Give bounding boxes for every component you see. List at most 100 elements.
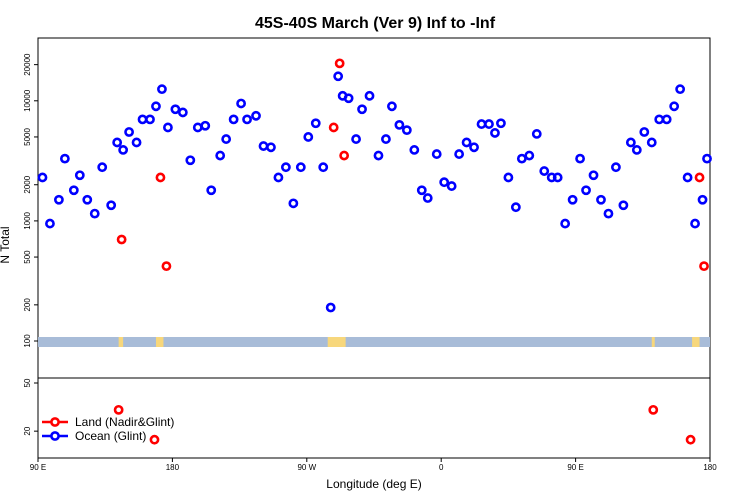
y-tick-label: 20000 [23, 53, 32, 76]
chart-title: 45S-40S March (Ver 9) Inf to -Inf [255, 15, 496, 32]
point-2-18 [163, 122, 173, 133]
legend-marker-1 [50, 431, 60, 441]
point-1-1 [149, 434, 160, 445]
point-2-24 [206, 185, 217, 196]
point-2-19 [170, 104, 181, 115]
point-2-59 [461, 137, 472, 148]
point-2-34 [280, 162, 291, 173]
point-2-79 [603, 208, 614, 219]
point-2-73 [560, 218, 571, 229]
point-2-27 [228, 114, 239, 125]
point-2-40 [325, 302, 336, 313]
land-band-segment-3 [651, 337, 655, 347]
point-2-49 [387, 101, 397, 112]
y-tick-label: 1000 [23, 211, 32, 229]
point-2-20 [177, 107, 188, 118]
point-2-88 [669, 101, 680, 112]
lower-panel-frame [37, 377, 711, 459]
point-2-3 [59, 153, 70, 164]
point-2-92 [697, 194, 708, 205]
x-tick-label: 90 W [297, 463, 316, 472]
point-2-90 [682, 172, 693, 183]
point-2-77 [588, 170, 599, 181]
point-2-83 [631, 145, 642, 155]
point-2-30 [251, 110, 261, 121]
point-2-55 [431, 149, 442, 159]
y-tick-label: 100 [23, 334, 32, 348]
legend-label-0: Land (Nadir&Glint) [75, 415, 174, 429]
point-2-9 [106, 200, 117, 211]
point-2-1 [45, 218, 55, 229]
point-0-5 [339, 150, 350, 161]
point-2-52 [409, 145, 420, 155]
point-2-46 [364, 90, 375, 101]
x-tick-label: 90 E [567, 463, 583, 472]
point-2-66 [510, 202, 521, 213]
point-2-12 [124, 127, 134, 137]
point-0-1 [155, 172, 166, 183]
point-2-62 [484, 119, 494, 129]
point-2-72 [552, 172, 563, 183]
point-2-91 [690, 218, 700, 229]
point-2-39 [318, 162, 329, 173]
point-2-93 [702, 153, 712, 164]
point-2-26 [221, 134, 232, 144]
point-2-15 [145, 114, 155, 125]
x-tick-label: 0 [439, 463, 444, 472]
point-2-7 [89, 208, 100, 219]
point-2-67 [516, 153, 527, 164]
point-2-70 [539, 166, 550, 176]
point-2-16 [151, 101, 161, 112]
point-2-81 [618, 200, 629, 211]
point-2-76 [581, 185, 591, 196]
x-tick-label: 180 [703, 463, 717, 472]
point-2-53 [416, 185, 427, 196]
x-tick-label: 180 [166, 463, 180, 472]
point-2-60 [469, 142, 479, 153]
y-tick-label: 50 [23, 378, 32, 387]
point-2-80 [611, 162, 621, 173]
land-band-segment-1 [155, 337, 164, 347]
land-band-segment-4 [692, 337, 700, 347]
point-2-51 [401, 125, 412, 136]
point-2-48 [381, 134, 391, 144]
legend-marker-0 [50, 417, 60, 427]
point-2-68 [524, 150, 535, 161]
y-tick-label: 10000 [23, 89, 32, 112]
point-2-58 [454, 149, 465, 159]
point-0-2 [161, 261, 172, 272]
point-2-10 [112, 137, 123, 148]
point-2-65 [503, 172, 514, 183]
point-2-37 [303, 132, 314, 142]
point-2-82 [625, 137, 636, 148]
point-2-21 [185, 155, 196, 166]
point-2-38 [310, 118, 321, 129]
point-2-2 [54, 194, 64, 205]
point-2-33 [273, 172, 284, 183]
point-2-13 [131, 137, 142, 148]
y-tick-label: 5000 [23, 127, 32, 145]
x-axis-label: Longitude (deg E) [326, 477, 421, 491]
point-2-29 [242, 114, 252, 125]
point-2-64 [496, 118, 506, 129]
y-ticks-upper: 100 200 500 1000 2000 5000 10000 20000 [23, 53, 38, 348]
land-band [118, 337, 700, 347]
land-band-segment-0 [118, 337, 124, 347]
point-2-84 [639, 127, 650, 137]
point-1-0 [113, 404, 124, 415]
y-axis-label: N Total [0, 226, 12, 263]
point-0-0 [116, 234, 127, 245]
point-2-8 [97, 162, 108, 173]
point-2-0 [37, 172, 48, 183]
point-1-3 [685, 434, 696, 445]
point-2-4 [68, 185, 79, 196]
point-2-69 [531, 129, 542, 139]
points [37, 58, 712, 445]
point-2-22 [192, 122, 203, 133]
point-2-44 [351, 134, 361, 144]
point-2-43 [343, 93, 354, 104]
point-2-41 [333, 71, 344, 82]
point-2-50 [394, 119, 405, 130]
point-2-5 [74, 170, 85, 181]
